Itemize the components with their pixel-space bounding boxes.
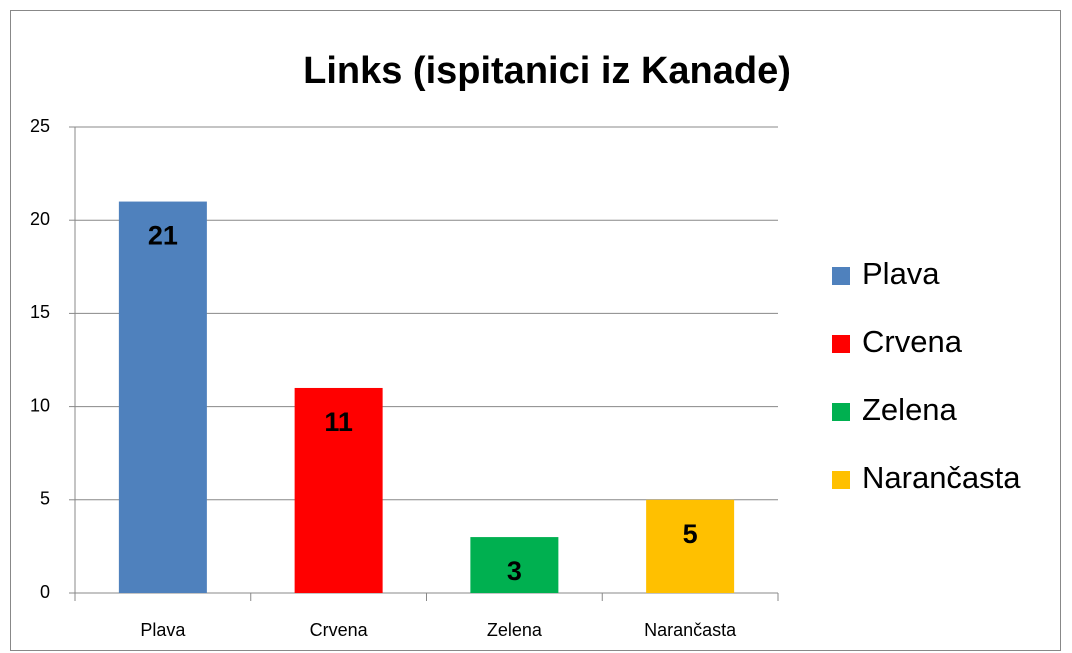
data-label: 11 [324,407,353,437]
x-tick-label: Plava [140,620,186,640]
y-tick-label: 20 [30,209,50,229]
y-tick-label: 0 [40,582,50,602]
bar [470,537,559,593]
legend-label: Narančasta [862,460,1021,495]
legend-swatch [832,471,850,489]
y-tick-label: 15 [30,302,50,322]
bar [294,387,383,593]
y-tick-label: 10 [30,395,50,415]
x-tick-label: Crvena [310,620,369,640]
data-label: 21 [148,221,178,251]
chart-title: Links (ispitanici iz Kanade) [303,50,791,92]
legend-label: Crvena [862,324,963,359]
data-label: 3 [507,556,522,586]
legend-label: Plava [862,256,940,291]
legend-swatch [832,267,850,285]
bar [118,201,207,593]
legend-swatch [832,335,850,353]
data-label: 5 [683,519,698,549]
bar [646,499,735,593]
y-tick-label: 5 [40,489,50,509]
legend-swatch [832,403,850,421]
x-tick-label: Zelena [487,620,543,640]
x-tick-label: Narančasta [644,620,737,640]
y-tick-label: 25 [30,116,50,136]
legend-label: Zelena [862,392,958,427]
